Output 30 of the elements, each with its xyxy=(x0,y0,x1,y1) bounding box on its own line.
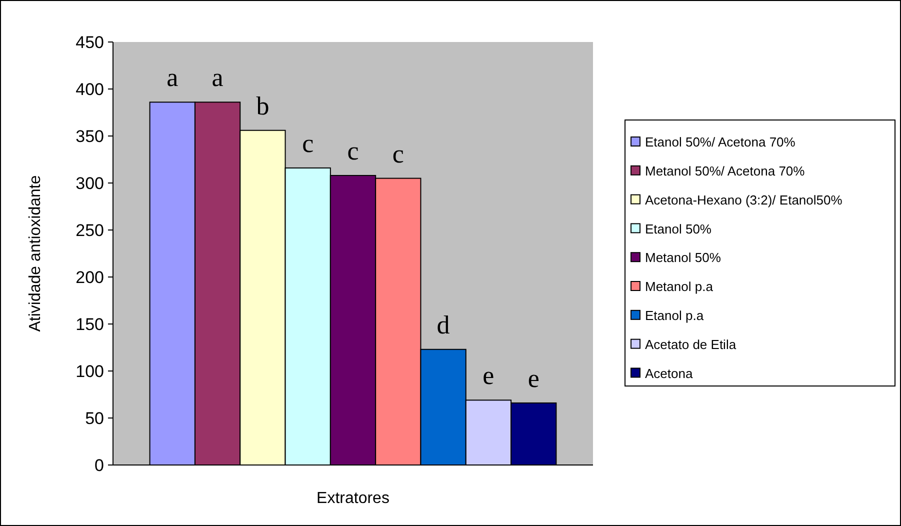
y-tick-label: 300 xyxy=(76,174,104,193)
legend-label: Metanol p.a xyxy=(645,279,714,294)
legend-label: Etanol 50%/ Acetona 70% xyxy=(645,134,796,150)
legend-label: Etanol p.a xyxy=(645,308,704,323)
y-tick-label: 350 xyxy=(76,126,104,146)
legend-label: Acetona xyxy=(645,366,694,381)
annotation: b xyxy=(256,91,270,120)
y-tick-label: 250 xyxy=(76,220,104,240)
y-tick-label: 400 xyxy=(76,80,104,99)
x-axis-title: Extratores xyxy=(316,490,390,507)
legend-label: Metanol 50% xyxy=(645,250,722,266)
legend-label: Etanol 50% xyxy=(645,221,712,236)
y-tick-label: 150 xyxy=(76,314,104,334)
annotation: e xyxy=(528,364,540,393)
y-tick-label: 200 xyxy=(76,268,104,287)
annotation: e xyxy=(482,361,494,390)
y-tick-label: 100 xyxy=(76,362,104,381)
annotation: d xyxy=(436,310,450,340)
y-tick-label: 450 xyxy=(76,32,104,52)
annotation: c xyxy=(302,128,314,158)
legend-label: Acetato de Etila xyxy=(645,336,737,352)
y-axis-title: Atividade antioxidante xyxy=(27,175,44,332)
annotation: c xyxy=(347,136,359,166)
legend-label: Acetona-Hexano (3:2)/ Etanol50% xyxy=(645,192,843,208)
legend-label: Metanol 50%/ Acetona 70% xyxy=(645,163,806,178)
annotation: a xyxy=(212,63,224,92)
annotation: c xyxy=(392,139,404,168)
annotation: a xyxy=(166,63,179,92)
y-tick-label: 50 xyxy=(85,408,104,428)
y-tick-label: 0 xyxy=(94,456,104,475)
